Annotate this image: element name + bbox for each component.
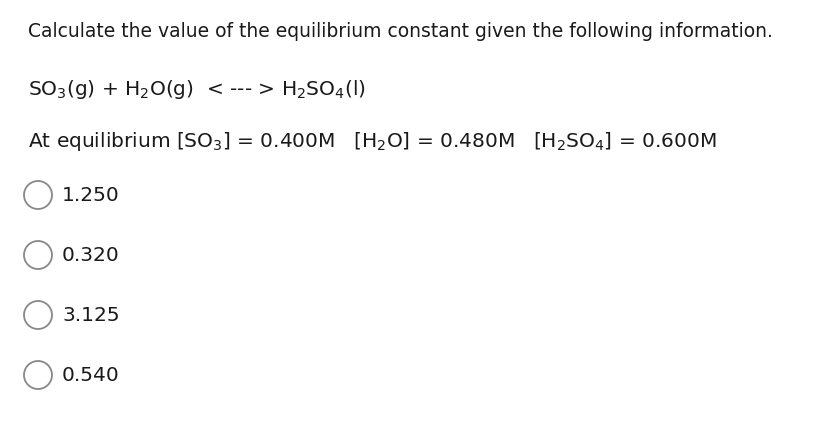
Text: 0.320: 0.320 <box>62 246 120 265</box>
Text: 0.540: 0.540 <box>62 365 120 385</box>
Text: 3.125: 3.125 <box>62 305 120 325</box>
Text: At equilibrium [SO$_3$] = 0.400M   [H$_2$O] = 0.480M   [H$_2$SO$_4$] = 0.600M: At equilibrium [SO$_3$] = 0.400M [H$_2$O… <box>28 130 716 153</box>
Text: Calculate the value of the equilibrium constant given the following information.: Calculate the value of the equilibrium c… <box>28 22 773 41</box>
Text: 1.250: 1.250 <box>62 186 120 205</box>
Text: SO$_3$(g) + H$_2$O(g)  < --- > H$_2$SO$_4$(l): SO$_3$(g) + H$_2$O(g) < --- > H$_2$SO$_4… <box>28 78 366 101</box>
